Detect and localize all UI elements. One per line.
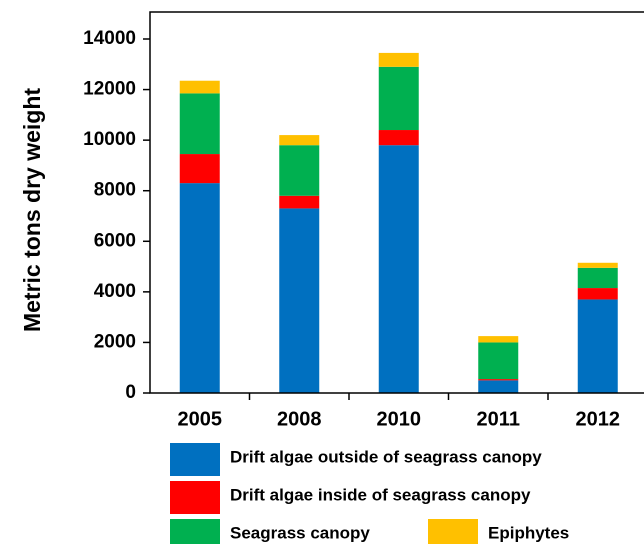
legend-label: Seagrass canopy: [230, 523, 370, 542]
legend-label: Epiphytes: [488, 523, 569, 542]
bar-segment: [279, 195, 320, 209]
x-tick-label: 2011: [477, 408, 520, 430]
bar-segment: [577, 262, 618, 268]
bar-segment: [179, 183, 220, 393]
bar-segment: [478, 379, 519, 381]
y-tick-label: 0: [125, 382, 136, 403]
bar-segment: [577, 299, 618, 393]
bar-segment: [378, 52, 419, 67]
bar-segment: [378, 66, 419, 131]
bar-segment: [378, 130, 419, 146]
bar-segment: [478, 342, 519, 380]
bar-segment: [577, 267, 618, 289]
bar-segment: [179, 154, 220, 184]
legend-swatch: [170, 481, 220, 514]
legend-label: Drift algae outside of seagrass canopy: [230, 447, 542, 466]
legend-swatch: [428, 519, 478, 544]
bar-segment: [179, 80, 220, 94]
legend-label: Drift algae inside of seagrass canopy: [230, 485, 531, 504]
bar-segment: [179, 93, 220, 155]
x-tick-label: 2010: [377, 408, 422, 430]
y-tick-label: 12000: [83, 79, 136, 100]
y-tick-label: 6000: [94, 230, 136, 251]
y-tick-label: 4000: [94, 281, 136, 302]
bar-segment: [478, 336, 519, 343]
plot-frame: [149, 11, 644, 394]
bar-segment: [279, 135, 320, 146]
legend-swatch: [170, 519, 220, 544]
y-tick-label: 2000: [94, 331, 136, 352]
bar-segment: [577, 288, 618, 300]
x-tick-label: 2012: [576, 408, 621, 430]
x-tick-label: 2008: [277, 408, 322, 430]
x-tick-label: 2005: [178, 408, 223, 430]
legend-swatch: [170, 443, 220, 476]
y-tick-label: 14000: [83, 28, 136, 49]
bar-segment: [478, 380, 519, 393]
y-tick-label: 10000: [83, 129, 136, 150]
y-tick-label: 8000: [94, 180, 136, 201]
y-axis-label: Metric tons dry weight: [19, 88, 45, 332]
bar-segment: [279, 145, 320, 196]
bar-segment: [378, 145, 419, 393]
bar-segment: [279, 208, 320, 393]
